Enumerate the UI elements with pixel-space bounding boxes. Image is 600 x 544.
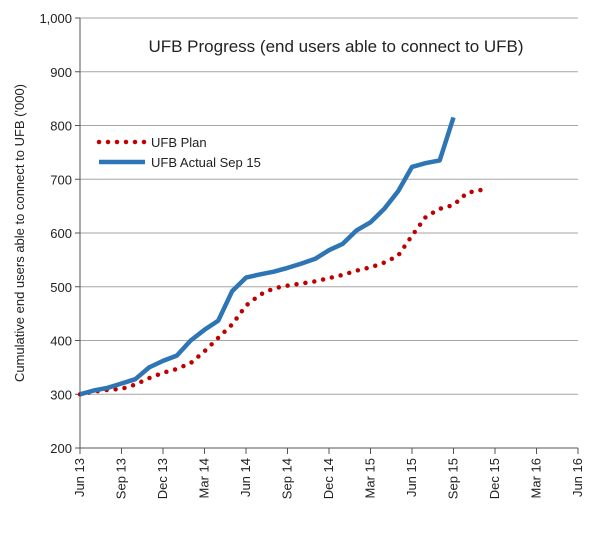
legend-label: UFB Actual Sep 15: [151, 155, 261, 170]
x-tick-label: Dec 14: [321, 458, 336, 499]
x-tick-label: Mar 16: [529, 458, 544, 498]
y-tick-label: 600: [50, 226, 72, 241]
y-axis-title: Cumulative end users able to connect to …: [12, 84, 27, 382]
x-tick-label: Sep 13: [114, 458, 129, 499]
series-line-ufb-actual: [79, 116, 456, 397]
x-tick-label: Mar 14: [197, 458, 212, 498]
series-lines: [77, 116, 484, 397]
y-tick-label: 1,000: [39, 11, 72, 26]
x-tick-label: Sep 15: [446, 458, 461, 499]
chart-title: UFB Progress (end users able to connect …: [148, 37, 523, 56]
x-tick-label: Sep 14: [280, 458, 295, 499]
x-tick-label: Jun 14: [238, 458, 253, 497]
x-tick-label: Jun 15: [404, 458, 419, 497]
legend: UFB Plan UFB Actual Sep 15: [96, 135, 261, 170]
y-tick-label: 300: [50, 387, 72, 402]
x-tick-label: Jun 16: [570, 458, 585, 497]
grid-lines: [80, 17, 578, 395]
y-tick-label: 200: [50, 441, 72, 456]
legend-label: UFB Plan: [151, 135, 207, 150]
x-tick-label: Dec 15: [487, 458, 502, 499]
y-tick-label: 800: [50, 119, 72, 134]
y-tick-label: 500: [50, 280, 72, 295]
y-tick-label: 900: [50, 65, 72, 80]
series-line-ufb-plan: [77, 187, 484, 397]
y-tick-label: 700: [50, 172, 72, 187]
x-tick-label: Jun 13: [72, 458, 87, 497]
x-tick-label: Mar 15: [363, 458, 378, 498]
y-tick-label: 400: [50, 334, 72, 349]
title-background: [92, 32, 562, 62]
axes: 200 300 400 500 600 700 800 900 1,000 Jun 13 Sep 1…: [39, 11, 585, 499]
x-tick-label: Dec 13: [155, 458, 170, 499]
